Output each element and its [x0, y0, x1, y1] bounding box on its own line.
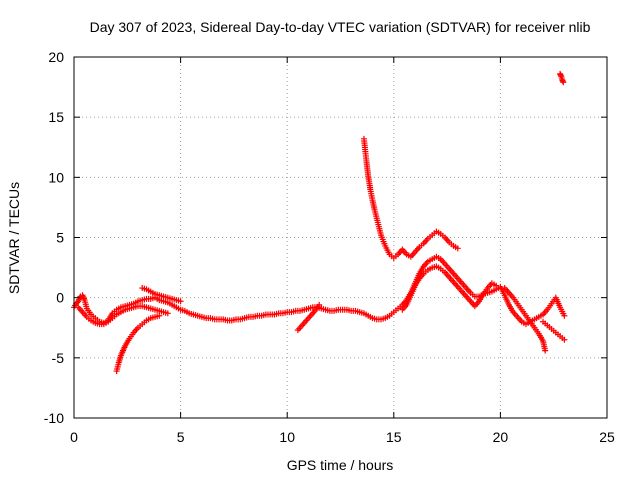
data-point-marker — [561, 312, 568, 319]
x-tick-label: 20 — [493, 429, 509, 445]
y-tick-label: -5 — [52, 350, 65, 366]
data-point-marker — [177, 298, 184, 305]
grid-lines — [74, 57, 607, 418]
x-axis-label: GPS time / hours — [287, 457, 394, 473]
y-tick-label: 5 — [56, 230, 64, 246]
x-tick-label: 15 — [386, 429, 402, 445]
x-tick-label: 5 — [177, 429, 185, 445]
data-point-marker — [454, 245, 461, 252]
data-point-marker — [542, 347, 549, 354]
y-tick-label: 0 — [56, 290, 64, 306]
data-point-marker — [493, 282, 500, 289]
y-tick-label: 20 — [48, 49, 64, 65]
x-tick-label: 0 — [70, 429, 78, 445]
data-markers — [71, 70, 568, 375]
data-point-marker — [316, 301, 323, 308]
y-tick-label: 15 — [48, 109, 64, 125]
chart-title: Day 307 of 2023, Sidereal Day-to-day VTE… — [90, 19, 591, 35]
axis-ticks: 0 5 10 15 20 25 -10 -5 0 5 10 15 20 — [44, 49, 615, 445]
data-point-marker — [156, 312, 163, 319]
x-tick-label: 25 — [599, 429, 615, 445]
data-point-marker — [164, 310, 171, 317]
y-tick-label: 10 — [48, 169, 64, 185]
data-point-marker — [561, 336, 568, 343]
y-tick-label: -10 — [44, 410, 64, 426]
plot-frame — [73, 56, 608, 419]
data-point-marker — [560, 79, 567, 86]
y-axis-label: SDTVAR / TECUs — [6, 182, 22, 294]
x-tick-label: 10 — [279, 429, 295, 445]
